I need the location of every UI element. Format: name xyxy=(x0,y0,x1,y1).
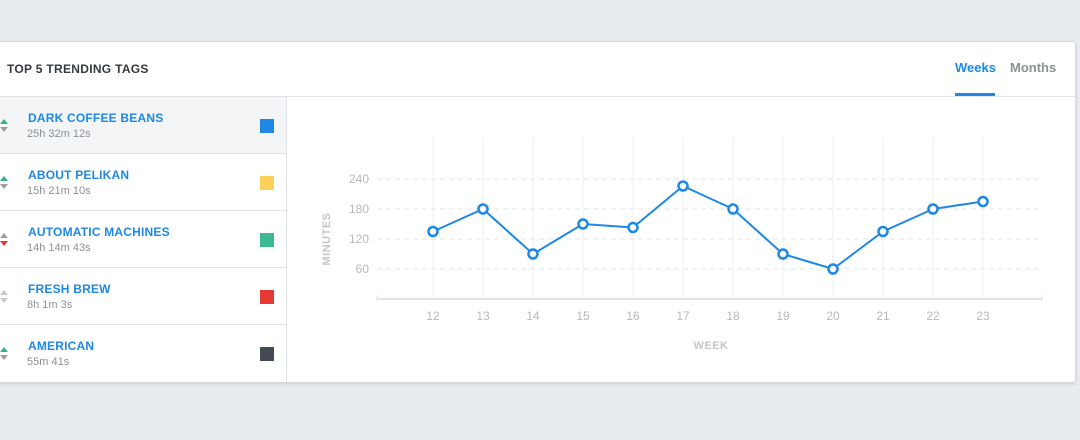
tab-weeks[interactable]: Weeks xyxy=(955,60,996,75)
trend-up-icon xyxy=(0,176,8,181)
data-point xyxy=(477,203,489,215)
x-tick-label: 16 xyxy=(626,309,640,323)
y-tick-label: 60 xyxy=(356,262,370,276)
tag-name: AMERICAN xyxy=(28,339,95,353)
tag-time: 25h 32m 12s xyxy=(27,128,91,140)
tag-color-swatch xyxy=(260,176,274,190)
x-axis-title: WEEK xyxy=(694,340,729,352)
x-tick-label: 12 xyxy=(426,309,440,323)
x-tick-label: 14 xyxy=(526,309,540,323)
tag-time: 55m 41s xyxy=(27,356,70,368)
y-axis-title: MINUTES xyxy=(321,213,333,266)
trend-down-icon xyxy=(0,241,8,246)
trend-down-icon xyxy=(0,127,8,132)
line-chart: 60 120 180 240 12 13 14 15 16 17 18 19 20 21 22 23 WEEK M… xyxy=(321,137,1043,352)
tag-name: FRESH BREW xyxy=(28,282,111,296)
trend-down-icon xyxy=(0,184,8,189)
tag-color-swatch xyxy=(260,119,274,133)
data-point xyxy=(677,180,689,192)
data-point xyxy=(577,218,589,230)
card-title: TOP 5 TRENDING TAGS xyxy=(7,62,149,76)
tag-color-swatch xyxy=(260,290,274,304)
x-tick-label: 20 xyxy=(826,309,840,323)
tag-row-automatic-machines[interactable]: AUTOMATIC MACHINES 14h 14m 43s xyxy=(0,211,286,268)
data-point xyxy=(927,203,939,215)
data-point xyxy=(627,221,639,234)
tag-color-swatch xyxy=(260,347,274,361)
data-point xyxy=(527,248,539,260)
trend-up-icon xyxy=(0,290,8,295)
tab-months[interactable]: Months xyxy=(1010,60,1057,75)
x-tick-label: 22 xyxy=(926,309,940,323)
data-point xyxy=(427,225,439,238)
tag-list: DARK COFFEE BEANS 25h 32m 12s ABOUT PELI… xyxy=(0,97,287,382)
active-tab-indicator xyxy=(955,93,995,96)
tag-name: AUTOMATIC MACHINES xyxy=(28,225,170,239)
x-tick-label: 17 xyxy=(676,309,690,323)
tag-color-swatch xyxy=(260,233,274,247)
trend-down-icon xyxy=(0,298,8,303)
y-tick-label: 120 xyxy=(349,232,369,246)
y-tick-label: 180 xyxy=(349,202,369,216)
data-point xyxy=(977,195,989,208)
chart-area: 60 120 180 240 12 13 14 15 16 17 18 19 20 21 22 23 WEEK M… xyxy=(287,97,1075,382)
tag-row-dark-coffee-beans[interactable]: DARK COFFEE BEANS 25h 32m 12s xyxy=(0,97,286,154)
trend-up-icon xyxy=(0,233,8,238)
trend-down-icon xyxy=(0,355,8,360)
tag-row-american[interactable]: AMERICAN 55m 41s xyxy=(0,325,286,381)
x-tick-label: 15 xyxy=(576,309,590,323)
x-tick-label: 23 xyxy=(976,309,990,323)
tag-time: 15h 21m 10s xyxy=(27,185,91,197)
trending-tags-card: TOP 5 TRENDING TAGS Weeks Months DARK CO… xyxy=(0,41,1076,383)
x-tick-label: 18 xyxy=(726,309,740,323)
data-point xyxy=(727,203,739,215)
tag-name: ABOUT PELIKAN xyxy=(28,168,130,182)
card-header: TOP 5 TRENDING TAGS Weeks Months xyxy=(0,42,1075,97)
x-tick-label: 13 xyxy=(476,309,490,323)
data-point xyxy=(827,263,839,275)
series-line xyxy=(432,185,984,270)
tag-row-about-pelikan[interactable]: ABOUT PELIKAN 15h 21m 10s xyxy=(0,154,286,211)
tag-name: DARK COFFEE BEANS xyxy=(28,111,164,125)
tag-time: 8h 1m 3s xyxy=(27,299,73,311)
y-tick-label: 240 xyxy=(349,172,369,186)
trend-up-icon xyxy=(0,347,8,352)
tag-time: 14h 14m 43s xyxy=(27,242,91,254)
data-point xyxy=(777,248,789,260)
x-tick-label: 19 xyxy=(776,309,790,323)
x-tick-label: 21 xyxy=(876,309,890,323)
data-point xyxy=(877,225,889,238)
trend-up-icon xyxy=(0,119,8,124)
tag-row-fresh-brew[interactable]: FRESH BREW 8h 1m 3s xyxy=(0,268,286,325)
